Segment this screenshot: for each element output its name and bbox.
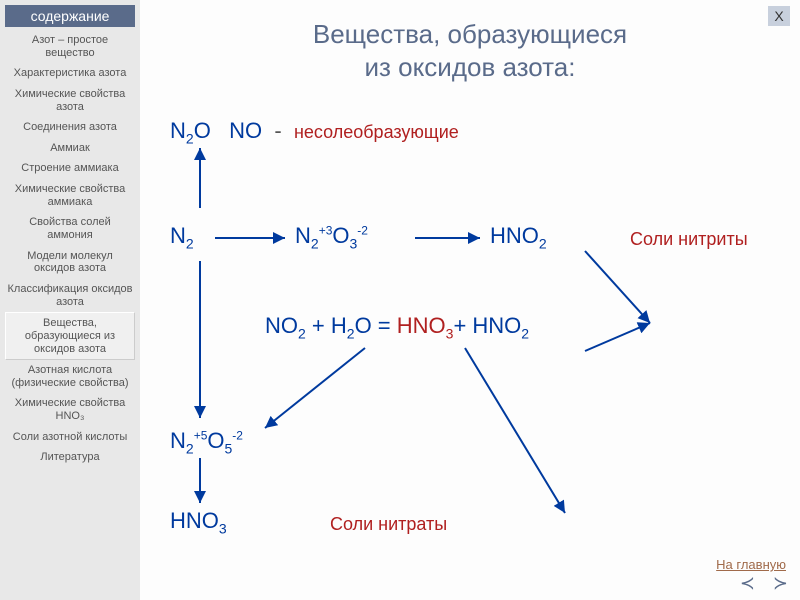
sidebar-item-4[interactable]: Аммиак bbox=[5, 138, 135, 159]
sidebar-item-12[interactable]: Химические свойства HNO₃ bbox=[5, 393, 135, 426]
sidebar-item-5[interactable]: Строение аммиака bbox=[5, 158, 135, 179]
next-arrow-icon[interactable]: ≻ bbox=[773, 573, 788, 594]
sidebar-item-11[interactable]: Азотная кислота (физические свойства) bbox=[5, 360, 135, 393]
label-nonsalt: несолеобразующие bbox=[294, 122, 459, 142]
label-nitrates: Соли нитраты bbox=[330, 510, 447, 536]
main-area: Х Вещества, образующиеся из оксидов азот… bbox=[140, 0, 800, 600]
sidebar-item-1[interactable]: Характеристика азота bbox=[5, 63, 135, 84]
home-link[interactable]: На главную bbox=[716, 557, 786, 572]
sidebar-item-9[interactable]: Классификация оксидов азота bbox=[5, 279, 135, 312]
sidebar-item-8[interactable]: Модели молекул оксидов азота bbox=[5, 246, 135, 279]
title-line-2: из оксидов азота: bbox=[365, 52, 576, 82]
formula-reaction: NO2 + H2O = HNO3+ HNO2 bbox=[265, 313, 529, 341]
formula-n2o: N2O NO - несолеобразующие bbox=[170, 118, 459, 146]
formula-n2: N2 bbox=[170, 223, 194, 251]
sidebar-item-0[interactable]: Азот – простое вещество bbox=[5, 30, 135, 63]
sidebar-item-6[interactable]: Химические свойства аммиака bbox=[5, 179, 135, 212]
formula-hno2: HNO2 bbox=[490, 223, 547, 251]
sidebar-item-2[interactable]: Химические свойства азота bbox=[5, 84, 135, 117]
page-title: Вещества, образующиеся из оксидов азота: bbox=[140, 18, 800, 83]
sidebar-item-13[interactable]: Соли азотной кислоты bbox=[5, 427, 135, 448]
close-button[interactable]: Х bbox=[768, 6, 790, 26]
diagram: N2O NO - несолеобразующие N2 N2+3O3-2 HN… bbox=[140, 93, 800, 573]
formula-hno3: HNO3 bbox=[170, 508, 227, 536]
sidebar-item-3[interactable]: Соединения азота bbox=[5, 117, 135, 138]
sidebar-item-10[interactable]: Вещества, образующиеся из оксидов азота bbox=[5, 312, 135, 360]
nav-arrows: ≺ ≻ bbox=[740, 573, 788, 594]
sidebar-header[interactable]: содержание bbox=[5, 5, 135, 27]
sidebar-item-7[interactable]: Свойства солей аммония bbox=[5, 212, 135, 245]
formula-n2o3: N2+3O3-2 bbox=[295, 223, 368, 251]
title-line-1: Вещества, образующиеся bbox=[313, 19, 627, 49]
prev-arrow-icon[interactable]: ≺ bbox=[740, 573, 755, 594]
sidebar-item-14[interactable]: Литература bbox=[5, 447, 135, 468]
label-nitrites: Соли нитриты bbox=[630, 225, 748, 251]
sidebar: содержание Азот – простое веществоХаракт… bbox=[0, 0, 140, 600]
formula-n2o5: N2+5O5-2 bbox=[170, 428, 243, 456]
